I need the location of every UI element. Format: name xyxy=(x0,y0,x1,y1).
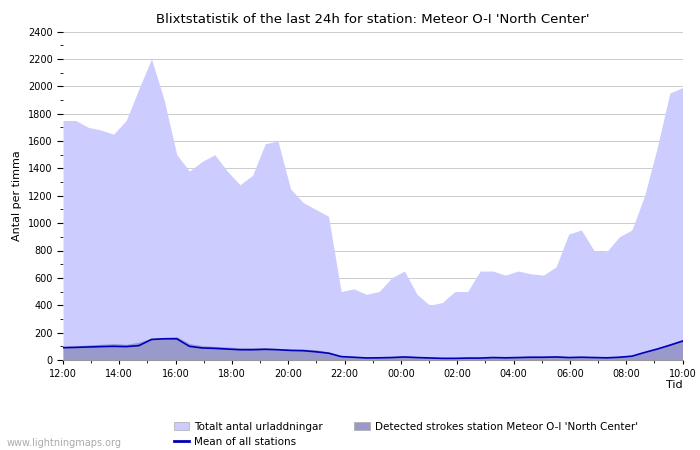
Y-axis label: Antal per timma: Antal per timma xyxy=(13,150,22,241)
Title: Blixtstatistik of the last 24h for station: Meteor O-I 'North Center': Blixtstatistik of the last 24h for stati… xyxy=(156,13,589,26)
Legend: Totalt antal urladdningar, Mean of all stations, Detected strokes station Meteor: Totalt antal urladdningar, Mean of all s… xyxy=(174,422,638,447)
Text: www.lightningmaps.org: www.lightningmaps.org xyxy=(7,438,122,448)
X-axis label: Tid: Tid xyxy=(666,380,682,391)
